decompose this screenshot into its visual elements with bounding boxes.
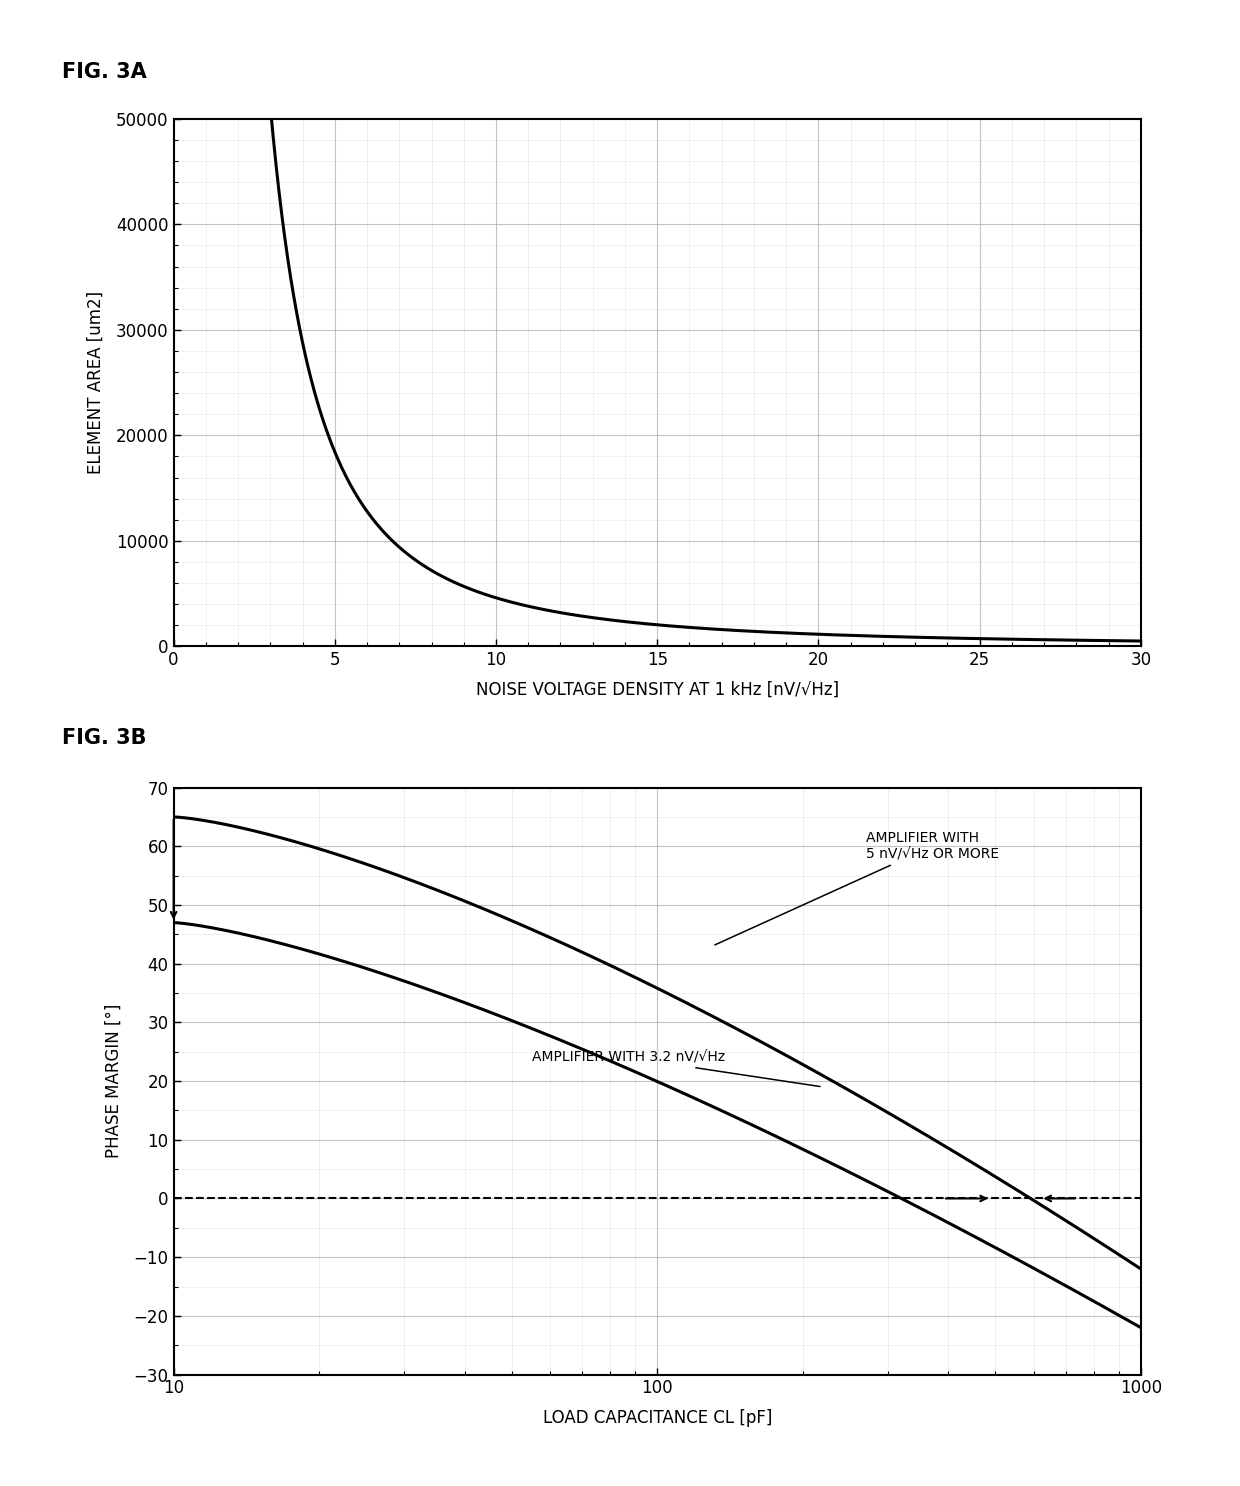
X-axis label: LOAD CAPACITANCE CL [pF]: LOAD CAPACITANCE CL [pF]: [543, 1409, 771, 1427]
Text: FIG. 3B: FIG. 3B: [62, 728, 146, 747]
Y-axis label: ELEMENT AREA [um2]: ELEMENT AREA [um2]: [87, 291, 105, 474]
Text: AMPLIFIER WITH 3.2 nV/√Hz: AMPLIFIER WITH 3.2 nV/√Hz: [532, 1051, 820, 1086]
X-axis label: NOISE VOLTAGE DENSITY AT 1 kHz [nV/√Hz]: NOISE VOLTAGE DENSITY AT 1 kHz [nV/√Hz]: [476, 681, 838, 698]
Text: FIG. 3A: FIG. 3A: [62, 62, 146, 82]
Text: AMPLIFIER WITH
5 nV/√Hz OR MORE: AMPLIFIER WITH 5 nV/√Hz OR MORE: [714, 831, 999, 945]
Y-axis label: PHASE MARGIN [°]: PHASE MARGIN [°]: [104, 1005, 123, 1158]
